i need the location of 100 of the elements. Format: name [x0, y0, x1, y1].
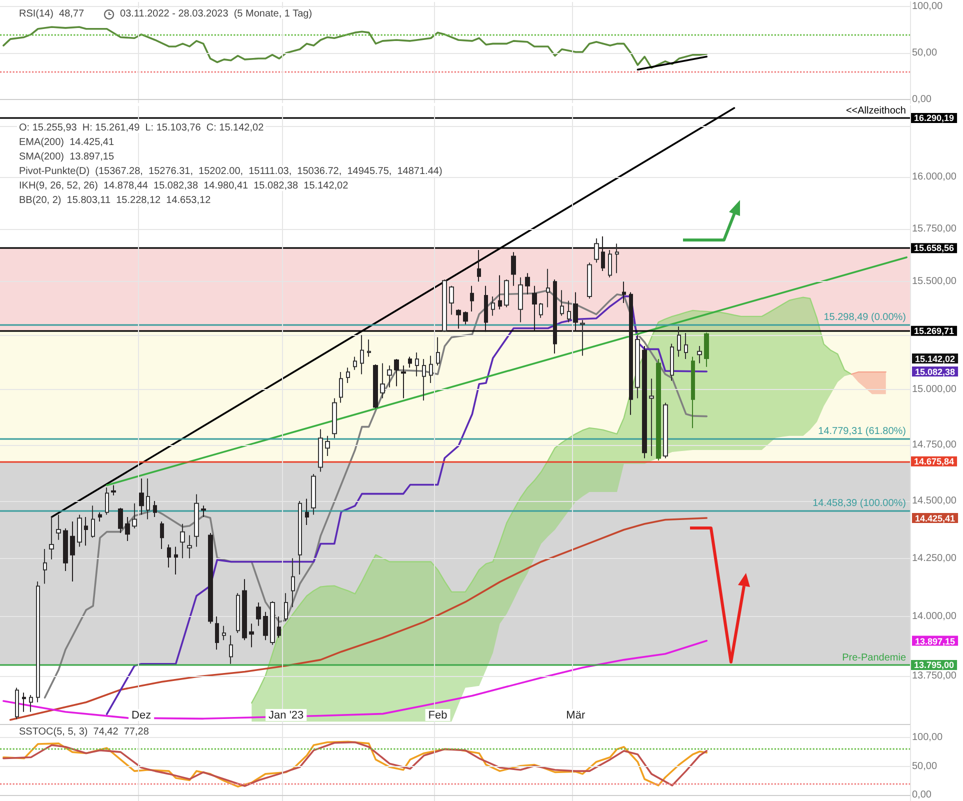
candlestick — [298, 500, 302, 575]
candlestick — [649, 378, 654, 456]
annotation: 14.779,31 (61.80%) — [818, 426, 906, 437]
candlestick — [697, 345, 702, 364]
candlestick — [277, 616, 281, 638]
y-tick-label: 50,00 — [912, 47, 938, 58]
candlestick — [442, 279, 447, 332]
candlestick — [236, 592, 240, 634]
ref-line-label: 14.675,84 — [914, 456, 954, 466]
candlestick — [656, 358, 661, 461]
candlestick — [594, 238, 599, 264]
y-tick-label: 16.000,00 — [912, 172, 957, 183]
candlestick — [160, 521, 164, 550]
candlestick — [146, 478, 150, 520]
candlestick — [305, 498, 309, 526]
annotation: Pre-Pandemie — [842, 652, 906, 664]
y-tick-label: 15.750,00 — [912, 224, 957, 235]
annotation: BB(20, 2) 15.803,11 15.228,12 14.653,12 — [19, 195, 212, 206]
candlestick — [580, 320, 585, 356]
annotation: 15.298,49 (0.00%) — [824, 312, 906, 324]
candlestick — [422, 358, 426, 402]
candlestick — [332, 398, 337, 439]
candlestick — [194, 494, 199, 548]
annotation: 03.11.2022 - 28.03.2023 (5 Monate, 1 Tag) — [120, 8, 312, 20]
candlestick — [456, 308, 461, 330]
y-tick-label: 100,00 — [912, 732, 944, 744]
y-tick-label: 14.250,00 — [912, 552, 957, 564]
y-tick-label: 15.142,02 — [915, 354, 956, 364]
candlestick — [339, 372, 343, 404]
candlestick — [629, 292, 633, 416]
candlestick — [642, 345, 647, 459]
candlestick — [125, 516, 130, 542]
candlestick — [387, 364, 392, 388]
candlestick — [408, 356, 412, 368]
candlestick — [132, 502, 137, 529]
candlestick — [704, 332, 709, 368]
candlestick — [215, 616, 219, 650]
candlestick — [56, 514, 61, 540]
candlestick — [77, 514, 82, 548]
y-tick-label: 14.425,41 — [915, 514, 956, 524]
candlestick — [346, 367, 350, 384]
candlestick — [49, 516, 54, 560]
x-tick-label: Feb — [428, 710, 448, 722]
candlestick — [484, 285, 488, 332]
candlestick — [470, 285, 474, 312]
y-tick-label: 15.082,38 — [915, 367, 956, 378]
candlestick — [84, 516, 88, 546]
candlestick — [353, 356, 357, 370]
candlestick — [380, 362, 385, 399]
candlestick — [394, 358, 399, 387]
candlestick — [29, 694, 33, 712]
annotation: EMA(200) 14.425,41 — [19, 137, 114, 148]
line-series — [9, 517, 708, 721]
candlestick — [477, 249, 481, 282]
x-tick-label: Jan '23 — [268, 710, 304, 722]
ref-line-label: 15.658,56 — [914, 243, 954, 254]
x-tick-label: Mär — [566, 710, 586, 722]
candlestick — [180, 523, 185, 559]
annotation: 14.458,39 (100.00%) — [812, 498, 906, 510]
candlestick — [436, 336, 440, 366]
candlestick — [670, 343, 674, 382]
line-series — [2, 640, 708, 720]
candlestick — [36, 580, 40, 703]
candlestick — [401, 364, 406, 399]
candlestick — [98, 512, 102, 522]
candlestick — [367, 338, 371, 358]
candlestick — [463, 311, 468, 325]
candlestick — [325, 435, 330, 456]
candlestick — [318, 428, 323, 472]
y-tick-label: 14.750,00 — [912, 439, 957, 450]
candlestick — [256, 602, 261, 626]
y-tick-label: 0,00 — [912, 790, 932, 801]
candlestick — [105, 486, 109, 516]
candlestick — [560, 290, 564, 316]
candlestick — [525, 272, 530, 295]
candlestick — [174, 546, 178, 575]
candlestick — [539, 302, 543, 318]
candlestick — [553, 279, 557, 354]
candlestick — [153, 500, 157, 518]
candlestick — [373, 364, 378, 409]
candlestick — [663, 402, 668, 459]
candlestick — [284, 592, 288, 622]
candlestick — [15, 687, 19, 720]
candlestick — [518, 276, 523, 323]
candlestick — [139, 478, 144, 516]
candlestick — [242, 578, 247, 641]
candlestick — [601, 236, 605, 272]
candlestick — [222, 625, 226, 641]
candlestick — [91, 505, 95, 538]
ref-line-label: 13.795,00 — [914, 660, 954, 670]
candlestick — [504, 279, 509, 308]
candlestick — [270, 600, 275, 646]
candlestick — [249, 623, 254, 648]
candlestick — [622, 281, 626, 304]
candlestick — [587, 262, 592, 300]
annotation: IKH(9, 26, 52, 26) 14.878,44 15.082,38 14.980,41 15.082,38 15.142,02 — [19, 180, 349, 192]
candlestick — [546, 268, 550, 308]
y-tick-label: 13.750,00 — [912, 670, 957, 682]
annotation: SMA(200) 13.897,15 — [19, 152, 114, 162]
line-series — [2, 26, 708, 69]
